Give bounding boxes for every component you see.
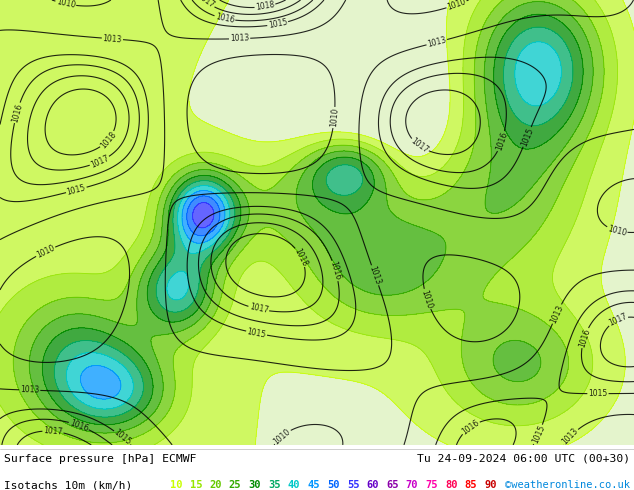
Text: 25: 25: [229, 480, 242, 490]
Text: 1015: 1015: [246, 327, 267, 340]
Text: ©weatheronline.co.uk: ©weatheronline.co.uk: [505, 480, 630, 490]
Text: 1015: 1015: [112, 428, 133, 447]
Text: 15: 15: [190, 480, 202, 490]
Text: 1016: 1016: [10, 102, 24, 123]
Text: 1010: 1010: [329, 108, 340, 127]
Text: 1016: 1016: [328, 260, 342, 281]
Text: 85: 85: [465, 480, 477, 490]
Text: 1016: 1016: [460, 418, 481, 436]
Text: 1016: 1016: [577, 327, 592, 348]
Text: 1013: 1013: [426, 35, 447, 49]
Text: 1017: 1017: [607, 312, 628, 328]
Text: 1018: 1018: [98, 130, 118, 150]
Text: 1010: 1010: [35, 243, 56, 260]
Text: 1015: 1015: [530, 424, 547, 445]
Text: 1016: 1016: [495, 131, 509, 152]
Text: 50: 50: [327, 480, 340, 490]
Text: 35: 35: [268, 480, 281, 490]
Text: 65: 65: [386, 480, 399, 490]
Text: 1017: 1017: [409, 137, 430, 155]
Text: 20: 20: [209, 480, 222, 490]
Text: 1016: 1016: [68, 418, 89, 433]
Text: 40: 40: [288, 480, 301, 490]
Text: 1013: 1013: [230, 34, 249, 44]
Text: 55: 55: [347, 480, 359, 490]
Text: 1017: 1017: [89, 153, 110, 170]
Text: 75: 75: [425, 480, 438, 490]
Text: 1010: 1010: [446, 0, 467, 12]
Text: 1013: 1013: [20, 385, 39, 395]
Text: 45: 45: [307, 480, 320, 490]
Text: 80: 80: [445, 480, 458, 490]
Text: 1017: 1017: [43, 426, 63, 437]
Text: 1013: 1013: [103, 34, 122, 44]
Text: Isotachs 10m (km/h): Isotachs 10m (km/h): [4, 480, 132, 490]
Text: 1018: 1018: [255, 0, 275, 12]
Text: 1010: 1010: [272, 427, 292, 446]
Text: 1013: 1013: [368, 265, 382, 286]
Text: 90: 90: [484, 480, 497, 490]
Text: 1017: 1017: [195, 0, 216, 10]
Text: 1016: 1016: [214, 12, 235, 25]
Text: Tu 24-09-2024 06:00 UTC (00+30): Tu 24-09-2024 06:00 UTC (00+30): [417, 454, 630, 464]
Text: 70: 70: [406, 480, 418, 490]
Text: 1015: 1015: [66, 183, 87, 197]
Text: 1010: 1010: [420, 289, 434, 310]
Text: 1018: 1018: [293, 246, 309, 268]
Text: 1015: 1015: [588, 389, 607, 398]
Text: 1015: 1015: [268, 18, 288, 30]
Text: Surface pressure [hPa] ECMWF: Surface pressure [hPa] ECMWF: [4, 454, 197, 464]
Text: 1015: 1015: [519, 126, 535, 147]
Text: 1017: 1017: [249, 303, 269, 316]
Text: 1013: 1013: [560, 427, 580, 447]
Text: 1010: 1010: [607, 224, 628, 238]
Text: 30: 30: [249, 480, 261, 490]
Text: 1010: 1010: [55, 0, 76, 10]
Text: 10: 10: [170, 480, 183, 490]
Text: 1013: 1013: [548, 303, 565, 324]
Text: 60: 60: [366, 480, 379, 490]
